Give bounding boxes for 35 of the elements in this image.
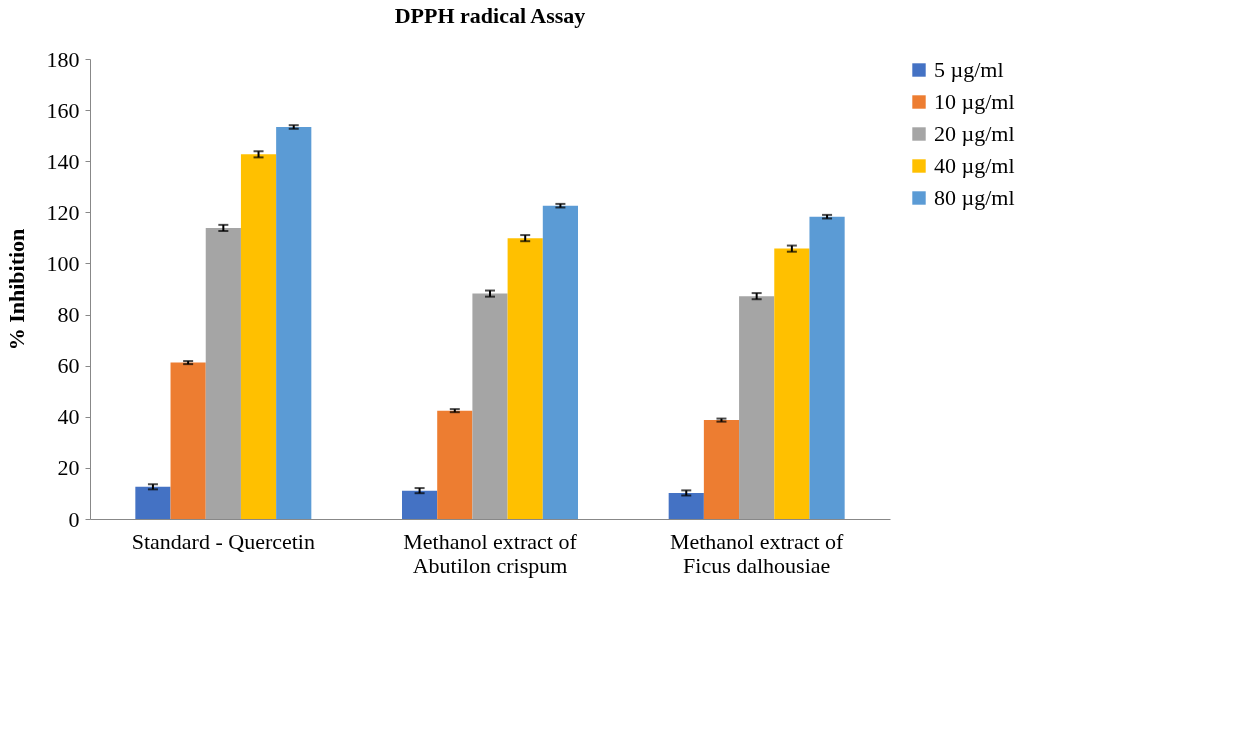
bar bbox=[472, 293, 508, 519]
bar bbox=[170, 362, 206, 519]
y-tick-label: 140 bbox=[46, 148, 80, 174]
y-tick-label: 100 bbox=[46, 250, 80, 276]
y-tick-label: 120 bbox=[46, 199, 80, 225]
bar bbox=[668, 492, 704, 519]
bar bbox=[542, 205, 578, 519]
y-tick-label: 80 bbox=[57, 302, 80, 328]
y-tick-label: 60 bbox=[57, 353, 80, 379]
bar bbox=[774, 248, 810, 519]
bar bbox=[809, 216, 845, 519]
legend-label: 5 µg/ml bbox=[934, 57, 1004, 82]
legend-label: 10 µg/ml bbox=[934, 89, 1015, 114]
bar bbox=[240, 154, 277, 519]
bar bbox=[135, 486, 171, 519]
y-tick-label: 20 bbox=[57, 455, 80, 481]
chart-title: DPPH radical Assay bbox=[394, 3, 586, 28]
y-tick-label: 180 bbox=[46, 46, 80, 72]
y-tick-label: 160 bbox=[46, 97, 80, 123]
x-tick-label: Methanol extract of Ficus dalhousiae bbox=[669, 528, 845, 578]
legend-label: 20 µg/ml bbox=[934, 121, 1015, 146]
y-tick-label: 40 bbox=[57, 404, 80, 430]
bar bbox=[437, 410, 473, 519]
bar bbox=[205, 227, 241, 519]
x-tick-label: Methanol extract of Abutilon crispum bbox=[403, 528, 578, 578]
y-axis-title: % Inhibition bbox=[3, 228, 29, 351]
legend-label: 80 µg/ml bbox=[934, 185, 1015, 210]
bar bbox=[703, 420, 740, 519]
bar bbox=[402, 490, 438, 519]
legend-label: 40 µg/ml bbox=[934, 153, 1015, 178]
x-tick-label: Standard - Quercetin bbox=[131, 528, 315, 554]
y-tick-label: 0 bbox=[68, 506, 80, 532]
bar bbox=[507, 238, 543, 519]
bar bbox=[276, 126, 312, 519]
bar bbox=[739, 296, 775, 519]
